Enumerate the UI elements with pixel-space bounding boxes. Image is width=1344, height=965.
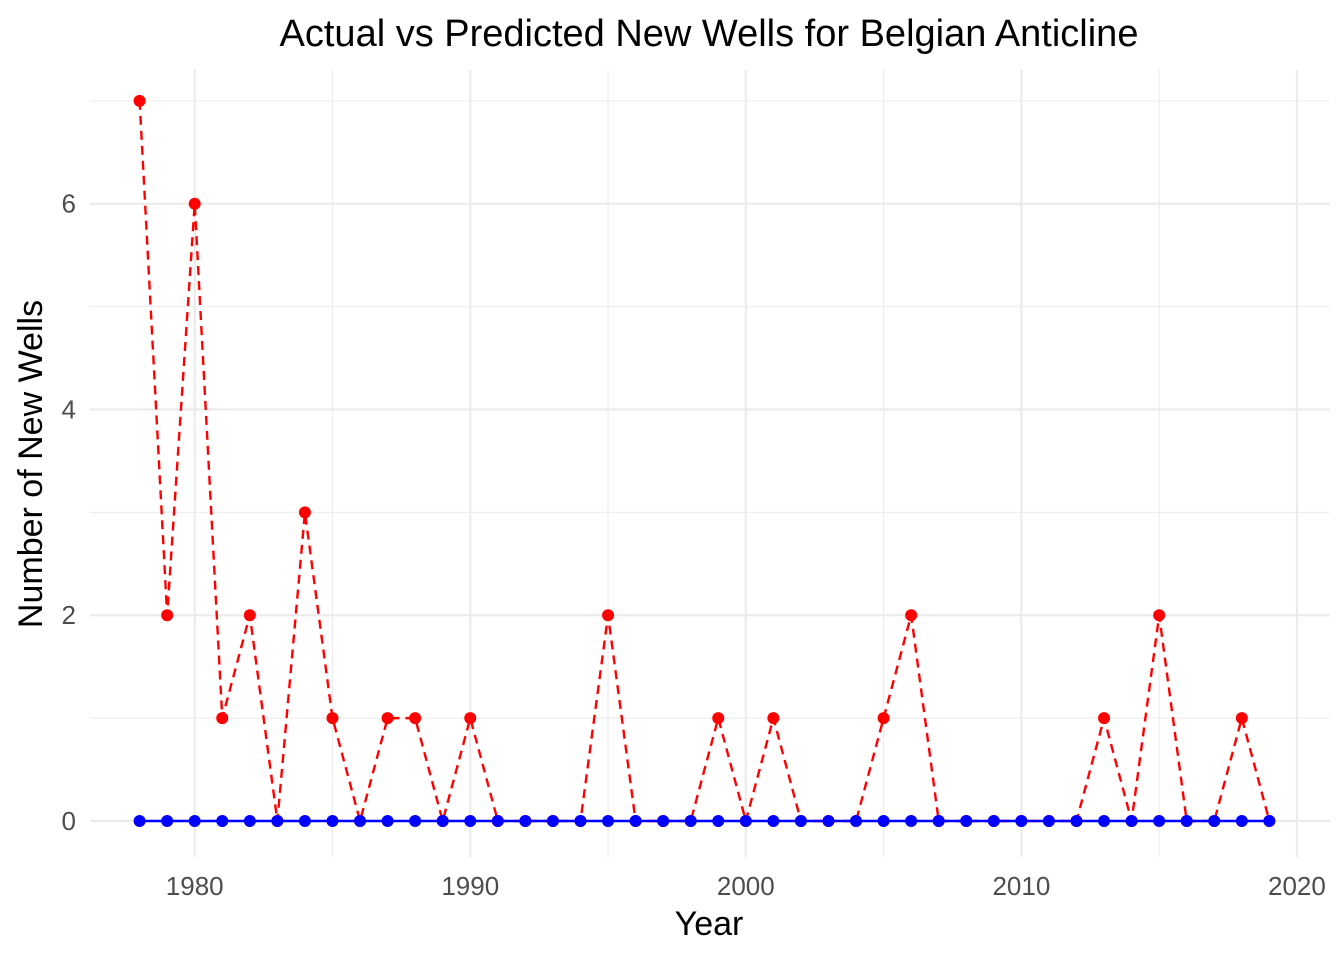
y-axis-ticks: 0 2 4 6 [62, 189, 76, 836]
x-axis-ticks: 1980 1990 2000 2010 2020 [166, 871, 1326, 901]
data-point [1235, 814, 1248, 827]
data-point [188, 814, 201, 827]
data-point [409, 712, 422, 725]
data-point [546, 814, 559, 827]
x-tick-label: 2010 [992, 871, 1050, 901]
chart-title: Actual vs Predicted New Wells for Belgia… [280, 13, 1139, 55]
data-point [436, 814, 449, 827]
data-point [905, 609, 918, 622]
data-point [877, 712, 890, 725]
data-point [1070, 814, 1083, 827]
data-point [987, 814, 1000, 827]
data-point [767, 712, 780, 725]
data-point [354, 814, 367, 827]
data-point [960, 814, 973, 827]
data-point [794, 814, 807, 827]
data-point [712, 814, 725, 827]
data-point [133, 94, 146, 107]
data-point [712, 712, 725, 725]
data-point [657, 814, 670, 827]
data-point [464, 814, 477, 827]
x-tick-label: 2020 [1268, 871, 1326, 901]
data-point [767, 814, 780, 827]
data-point [1098, 712, 1111, 725]
data-point [161, 814, 174, 827]
data-point [684, 814, 697, 827]
data-point [739, 814, 752, 827]
data-point [326, 814, 339, 827]
data-point [1042, 814, 1055, 827]
data-point [877, 814, 890, 827]
grid [90, 70, 1330, 857]
data-point [1263, 814, 1276, 827]
data-point [1153, 609, 1166, 622]
data-point [216, 814, 229, 827]
data-point [1208, 814, 1221, 827]
series-1 [133, 814, 1276, 827]
data-point [602, 814, 615, 827]
data-point [381, 712, 394, 725]
x-tick-label: 2000 [717, 871, 775, 901]
data-point [822, 814, 835, 827]
data-point [602, 609, 615, 622]
data-point [464, 712, 477, 725]
y-tick-label: 0 [62, 806, 76, 836]
data-point [243, 609, 256, 622]
x-axis-title: Year [675, 905, 744, 943]
data-point [271, 814, 284, 827]
data-point [298, 814, 311, 827]
x-tick-label: 1990 [441, 871, 499, 901]
data-point [1015, 814, 1028, 827]
series-line [138, 100, 1271, 826]
data-point [409, 814, 422, 827]
data-point [1180, 814, 1193, 827]
data-point [491, 814, 504, 827]
y-tick-label: 4 [62, 394, 76, 424]
y-axis-title: Number of New Wells [12, 300, 50, 628]
data-point [629, 814, 642, 827]
data-point [1235, 712, 1248, 725]
data-point [905, 814, 918, 827]
data-point [326, 712, 339, 725]
y-tick-label: 6 [62, 189, 76, 219]
data-point [161, 609, 174, 622]
series-layer [133, 94, 1276, 827]
y-tick-label: 2 [62, 600, 76, 630]
data-point [932, 814, 945, 827]
data-point [574, 814, 587, 827]
x-tick-label: 1980 [166, 871, 224, 901]
data-point [1098, 814, 1111, 827]
data-point [243, 814, 256, 827]
data-point [381, 814, 394, 827]
data-point [1153, 814, 1166, 827]
data-point [1125, 814, 1138, 827]
data-point [850, 814, 863, 827]
data-point [188, 197, 201, 210]
data-point [133, 814, 146, 827]
data-point [298, 506, 311, 519]
data-point [519, 814, 532, 827]
data-point [216, 712, 229, 725]
